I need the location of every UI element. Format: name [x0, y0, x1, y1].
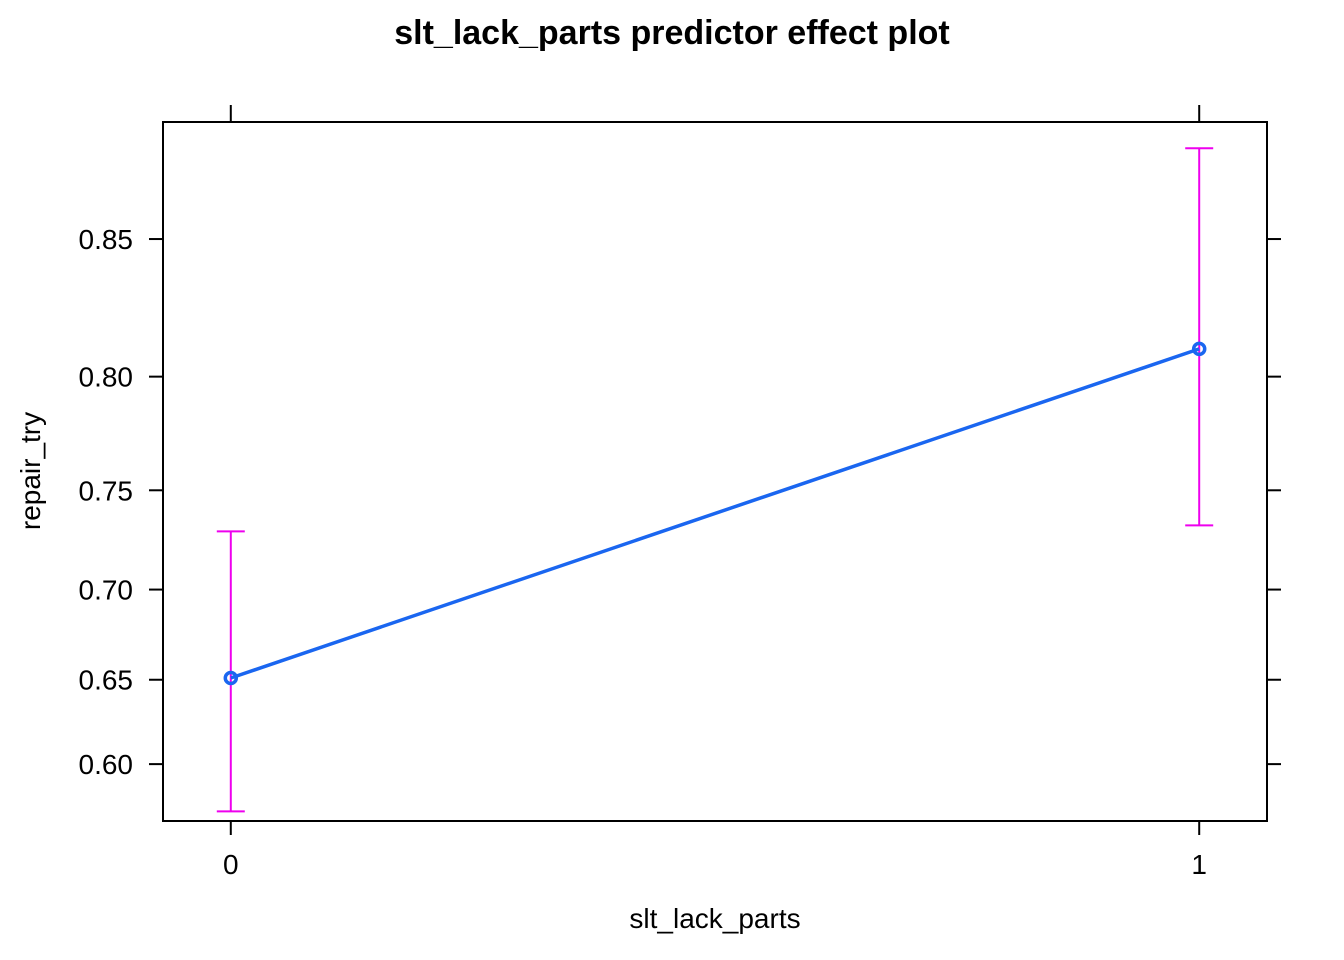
y-tick-label: 0.75 — [79, 475, 134, 506]
axis-ticks: 0.60 0.65 0.70 0.75 0.80 0.85 0 1 — [79, 105, 1281, 880]
data-marks — [216, 147, 1214, 813]
y-tick-label: 0.80 — [79, 362, 134, 393]
data-point — [223, 670, 239, 686]
x-axis-label: slt_lack_parts — [629, 903, 800, 934]
y-tick-label: 0.60 — [79, 749, 134, 780]
series-line — [230, 347, 1200, 680]
y-tick-label: 0.65 — [79, 665, 134, 696]
plot-frame — [162, 121, 1268, 822]
y-tick-label: 0.70 — [79, 575, 134, 606]
y-tick-label: 0.85 — [79, 224, 134, 255]
chart-title: slt_lack_parts predictor effect plot — [394, 14, 950, 52]
x-tick-label: 0 — [223, 849, 239, 880]
y-axis-label: repair_try — [15, 412, 46, 530]
data-point — [1191, 341, 1207, 357]
x-tick-label: 1 — [1191, 849, 1207, 880]
